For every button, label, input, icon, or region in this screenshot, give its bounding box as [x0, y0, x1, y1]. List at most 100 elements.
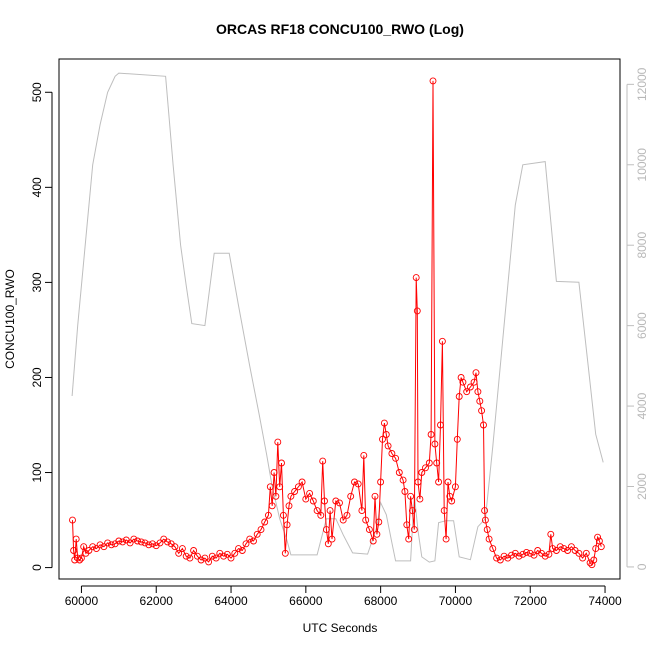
concentration-point: [268, 502, 276, 510]
concentration-point: [582, 549, 590, 557]
concentration-point: [435, 478, 443, 486]
concentration-point: [365, 526, 373, 534]
concentration-point: [208, 552, 216, 560]
concentration-point: [371, 492, 379, 500]
concentration-point: [89, 543, 97, 551]
concentration-point: [489, 545, 497, 553]
concentration-point: [242, 540, 250, 548]
concentration-point: [70, 547, 78, 554]
plot-area: [69, 72, 605, 569]
concentration-point: [77, 554, 85, 562]
concentration-point: [508, 551, 515, 559]
x-tick-label: 62000: [140, 594, 174, 608]
concentration-point: [266, 483, 274, 491]
concentration-point: [526, 549, 534, 557]
y-axis-label: CONCU100_RWO: [3, 269, 17, 369]
concentration-point: [429, 77, 437, 85]
concentration-point: [126, 539, 134, 547]
concentration-point: [171, 543, 179, 551]
concentration-point: [556, 543, 564, 551]
concentration-point: [115, 537, 123, 545]
concentration-point: [382, 431, 390, 438]
concentration-point: [156, 539, 164, 547]
concentration-point: [96, 541, 104, 549]
concentration-point: [74, 554, 82, 562]
concentration-point: [485, 535, 493, 543]
concentration-point: [281, 549, 289, 557]
concentration-point: [306, 489, 314, 497]
concentration-point: [519, 550, 527, 558]
concentration-point: [270, 469, 278, 476]
concentration-point: [276, 483, 284, 491]
concentration-point: [438, 337, 446, 345]
concentration-point: [463, 388, 471, 396]
concentration-point: [564, 547, 572, 554]
concentration-point: [395, 469, 403, 476]
concentration-point: [76, 556, 84, 564]
concentration-point: [212, 554, 220, 562]
concentration-point: [332, 497, 340, 505]
concentration-point: [594, 533, 602, 541]
concentration-point: [309, 497, 317, 505]
y2-tick-label: 12000: [635, 67, 649, 101]
concentration-point: [410, 526, 418, 534]
concentration-point: [444, 478, 452, 486]
concentration-point: [130, 535, 138, 543]
concentration-point: [588, 561, 596, 569]
concentration-point: [253, 530, 261, 538]
concentration-point: [321, 497, 328, 505]
concentration-point: [220, 552, 228, 560]
concentration-point: [291, 488, 299, 495]
concentration-point: [523, 548, 530, 556]
concentration-point: [261, 518, 269, 526]
concentration-point: [384, 442, 392, 450]
x-axis-label: UTC Seconds: [303, 621, 378, 635]
concentration-point: [414, 478, 422, 486]
x-tick-label: 64000: [214, 594, 248, 608]
concentration-point: [422, 464, 429, 472]
concentration-point: [326, 507, 334, 515]
concentration-point: [272, 492, 280, 500]
concentration-point: [437, 421, 444, 429]
concentration-point: [493, 554, 501, 562]
concentration-point: [360, 451, 368, 459]
y-tick-label: 500: [30, 82, 44, 102]
concentration-point: [279, 511, 287, 519]
y2-tick-label: 6000: [635, 312, 649, 339]
concentration-point: [119, 538, 127, 546]
concentration-point: [545, 550, 553, 558]
concentration-point: [193, 552, 201, 560]
concentration-point: [547, 530, 555, 538]
concentration-point: [235, 545, 242, 553]
concentration-point: [69, 516, 76, 524]
concentration-point: [274, 438, 282, 446]
x-tick-label: 60000: [65, 594, 99, 608]
concentration-point: [298, 478, 306, 486]
concentration-point: [552, 547, 560, 554]
concentration-point: [175, 549, 183, 557]
concentration-point: [238, 547, 246, 554]
concentration-point: [455, 393, 463, 400]
concentration-point: [250, 537, 257, 545]
concentration-point: [137, 538, 145, 546]
concentration-point: [579, 554, 587, 562]
concentration-point: [328, 535, 336, 543]
concentration-point: [322, 526, 330, 534]
concentration-point: [375, 518, 383, 526]
concentration-point: [186, 554, 194, 562]
concentration-point: [190, 547, 198, 554]
y-tick-label: 0: [30, 564, 44, 571]
y2-tick-label: 0: [635, 563, 649, 570]
concentration-point: [442, 535, 450, 543]
concentration-point: [362, 516, 370, 524]
concentration-point: [223, 550, 231, 558]
concentration-point: [227, 554, 235, 562]
concentration-point: [149, 540, 156, 548]
concentration-point: [313, 507, 321, 515]
concentration-point: [403, 521, 411, 529]
concentration-point: [354, 480, 362, 488]
y-tick-label: 100: [30, 462, 44, 482]
x-tick-label: 74000: [588, 594, 622, 608]
concentration-point: [567, 543, 575, 551]
